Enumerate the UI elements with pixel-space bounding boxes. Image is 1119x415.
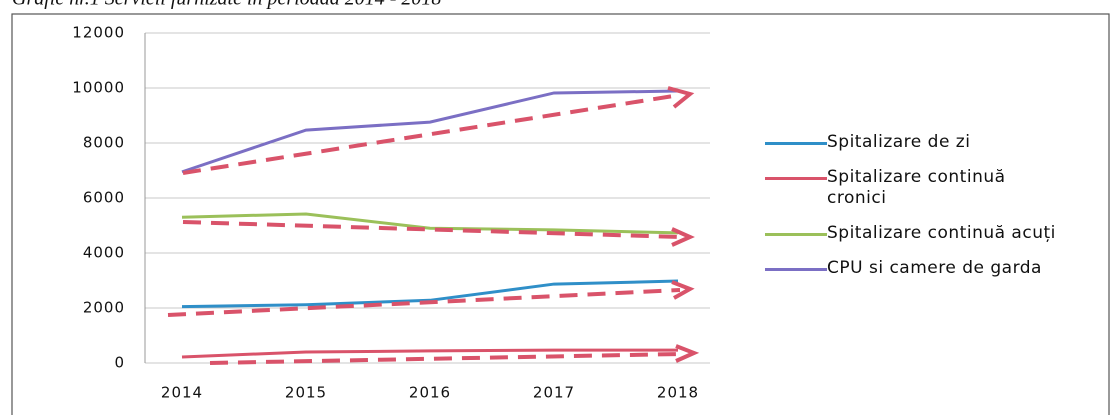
y-tick-label: 0 [114, 354, 125, 372]
legend-label: Spitalizare continuă acuți [827, 223, 1056, 243]
arrow-head [675, 344, 700, 363]
arrow-head [667, 86, 695, 109]
x-tick-label: 2015 [285, 384, 327, 402]
legend-swatch [765, 177, 827, 180]
legend-label: CPU si camere de garda [827, 258, 1042, 278]
trend-line [167, 288, 681, 317]
y-tick-label: 4000 [83, 244, 125, 262]
x-tick-label: 2017 [533, 384, 575, 402]
series-line [181, 348, 678, 359]
chart-border [11, 13, 1110, 415]
y-tick-label: 2000 [83, 299, 125, 317]
series-line [181, 212, 679, 235]
y-tick-label: 8000 [83, 134, 125, 152]
legend-item: Spitalizare de zi [765, 132, 1065, 153]
legend-item: Spitalizare continuă cronici [765, 167, 1065, 209]
x-tick-label: 2014 [161, 384, 203, 402]
legend-item: CPU si camere de garda [765, 258, 1065, 279]
legend-item: Spitalizare continuă acuți [765, 223, 1065, 244]
legend-swatch [765, 233, 827, 236]
chart-title: Grafic nr.1 Servicii furnizate în perioa… [12, 0, 441, 10]
y-tick-label: 6000 [83, 189, 125, 207]
arrow-head [671, 227, 695, 247]
legend-swatch [765, 268, 827, 271]
legend-swatch [765, 142, 827, 145]
arrow-head [671, 280, 695, 300]
trend-line [182, 93, 681, 175]
y-tick-label: 10000 [72, 79, 125, 97]
arrow-heads [667, 86, 700, 363]
y-tick-label: 12000 [72, 24, 125, 42]
x-tick-label: 2018 [657, 384, 699, 402]
trend-line [209, 352, 681, 365]
legend: Spitalizare de zi Spitalizare continuă cr… [765, 132, 1065, 293]
legend-label: Spitalizare continuă cronici [827, 167, 1006, 208]
x-tick-label: 2016 [409, 384, 451, 402]
legend-label: Spitalizare de zi [827, 132, 971, 152]
trend-arrows [167, 93, 681, 365]
series-line [181, 89, 679, 174]
